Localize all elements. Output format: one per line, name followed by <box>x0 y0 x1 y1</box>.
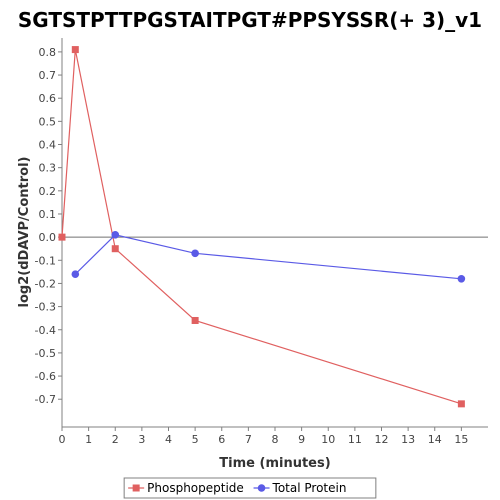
data-point <box>191 316 199 324</box>
y-tick-label: 0.1 <box>39 208 57 221</box>
x-tick-label: 5 <box>192 433 199 446</box>
plot-background <box>62 38 488 427</box>
series-phosphopeptide <box>58 46 465 408</box>
data-point <box>191 249 199 258</box>
y-tick-label: 0.5 <box>39 115 57 128</box>
legend-item-total-protein: Total Protein <box>253 481 347 495</box>
y-tick-label: 0.8 <box>39 46 57 59</box>
data-point <box>457 275 466 283</box>
y-tick-label: -0.6 <box>35 370 56 383</box>
data-point <box>111 231 120 239</box>
x-tick-label: 4 <box>165 433 172 446</box>
legend-marker <box>257 484 266 492</box>
y-tick-label: -0.7 <box>35 393 56 406</box>
y-tick-label: 0.0 <box>39 231 57 244</box>
data-point <box>71 270 80 278</box>
x-tick-label: 15 <box>454 433 468 446</box>
y-tick-label: -0.1 <box>35 254 56 267</box>
x-tick-label: 7 <box>245 433 252 446</box>
x-tick-label: 13 <box>401 433 415 446</box>
x-tick-label: 11 <box>348 433 362 446</box>
x-tick-label: 10 <box>321 433 335 446</box>
x-tick-label: 1 <box>85 433 92 446</box>
legend-item-phosphopeptide: Phosphopeptide <box>128 481 244 495</box>
legend: Phosphopeptide Total Protein <box>123 477 377 499</box>
y-tick-label: 0.4 <box>39 139 57 152</box>
legend-label: Phosphopeptide <box>147 481 244 495</box>
series-line <box>74 234 462 280</box>
x-tick-label: 12 <box>375 433 389 446</box>
y-tick-label: -0.3 <box>35 301 56 314</box>
x-tick-label: 6 <box>218 433 225 446</box>
data-point <box>71 46 79 54</box>
data-point <box>457 400 465 408</box>
legend-box <box>123 477 377 499</box>
series-total-protein <box>71 231 466 283</box>
legend-label: Total Protein <box>272 481 347 495</box>
y-axis-label: log2(dDAVP/Control) <box>17 157 32 308</box>
y-tick-label: 0.7 <box>39 69 57 82</box>
x-tick-label: 8 <box>272 433 279 446</box>
x-tick-label: 9 <box>298 433 305 446</box>
plot-area: -0.7 -0.6 -0.5 -0.4 -0.3 -0.2 -0.1 0.0 0.1 0.2 0.3… <box>35 38 488 446</box>
y-tick-label: 0.2 <box>39 185 57 198</box>
x-tick-label: 2 <box>112 433 119 446</box>
y-tick-label: -0.5 <box>35 347 56 360</box>
y-tick-label: 0.3 <box>39 162 57 175</box>
chart-title: SGTSTPTTPGSTAITPGT#PPSYSSR(+ 3)_v1 <box>18 8 482 32</box>
x-tick-label: 0 <box>59 433 66 446</box>
data-point <box>58 233 66 241</box>
y-tick-label: -0.2 <box>35 277 56 290</box>
y-tick-label: 0.6 <box>39 92 57 105</box>
x-tick-label: 14 <box>428 433 442 446</box>
y-tick-label: -0.4 <box>35 324 56 337</box>
data-point <box>111 245 119 253</box>
x-tick-label: 3 <box>138 433 145 446</box>
legend-marker <box>132 484 140 492</box>
x-axis-label: Time (minutes) <box>219 456 330 471</box>
